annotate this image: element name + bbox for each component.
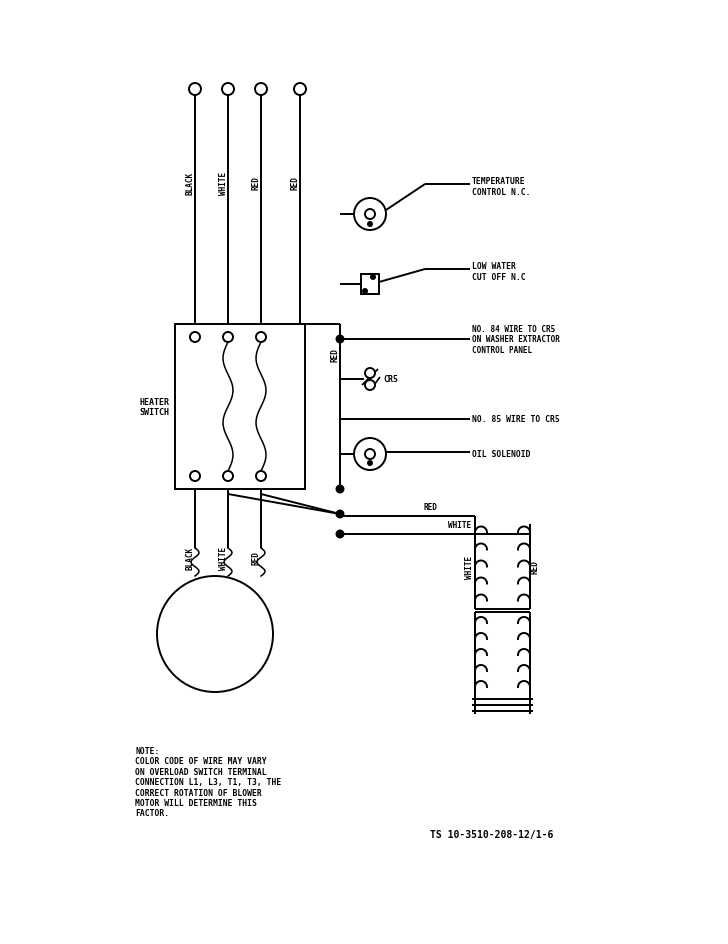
Text: L1: L1	[182, 332, 191, 341]
Circle shape	[190, 332, 200, 343]
Circle shape	[294, 84, 306, 96]
Text: T2: T2	[215, 471, 224, 480]
Circle shape	[256, 332, 266, 343]
Circle shape	[354, 199, 386, 230]
Text: BLACK: BLACK	[186, 546, 194, 569]
Circle shape	[365, 449, 375, 460]
Text: T1: T1	[182, 471, 191, 480]
Text: RED: RED	[331, 347, 339, 362]
Circle shape	[368, 223, 372, 227]
Circle shape	[363, 290, 367, 294]
Text: WHITE: WHITE	[218, 171, 228, 194]
Text: RED: RED	[531, 560, 539, 574]
Circle shape	[354, 439, 386, 470]
Circle shape	[190, 471, 200, 481]
Text: BLACK: BLACK	[186, 171, 194, 194]
Circle shape	[371, 276, 375, 279]
Circle shape	[223, 332, 233, 343]
Circle shape	[157, 577, 273, 692]
Circle shape	[255, 84, 267, 96]
Circle shape	[365, 368, 375, 379]
Text: T3: T3	[248, 471, 257, 480]
Circle shape	[336, 531, 344, 538]
Text: HEATER
SWITCH: HEATER SWITCH	[139, 397, 169, 416]
Text: NO. 84 WIRE TO CR5
ON WASHER EXTRACTOR
CONTROL PANEL: NO. 84 WIRE TO CR5 ON WASHER EXTRACTOR C…	[472, 325, 560, 355]
Circle shape	[365, 210, 375, 220]
Circle shape	[223, 471, 233, 481]
Text: L3: L3	[248, 332, 257, 341]
Circle shape	[365, 380, 375, 391]
Text: TS 10-3510-208-12/1-6: TS 10-3510-208-12/1-6	[430, 829, 553, 839]
Text: CR5: CR5	[383, 375, 398, 384]
Bar	[361, 275, 379, 295]
Bar	[175, 325, 305, 490]
Text: OIL SOLENOID: OIL SOLENOID	[472, 450, 531, 459]
Text: WHITE: WHITE	[465, 555, 475, 579]
Text: TEMPERATURE
CONTROL N.C.: TEMPERATURE CONTROL N.C.	[472, 177, 531, 196]
Circle shape	[256, 471, 266, 481]
Text: L2: L2	[215, 332, 224, 341]
Text: NO. 85 WIRE TO CR5: NO. 85 WIRE TO CR5	[472, 415, 560, 424]
Circle shape	[222, 84, 234, 96]
Text: BLOWER: BLOWER	[200, 622, 230, 631]
Text: NOTE:
COLOR CODE OF WIRE MAY VARY
ON OVERLOAD SWITCH TERMINAL
CONNECTION L1, L3,: NOTE: COLOR CODE OF WIRE MAY VARY ON OVE…	[135, 746, 281, 818]
Text: RED: RED	[290, 176, 299, 190]
Text: WHITE: WHITE	[218, 546, 228, 569]
Circle shape	[189, 84, 201, 96]
Circle shape	[368, 462, 372, 465]
Circle shape	[336, 511, 344, 518]
Text: WHITE: WHITE	[448, 520, 472, 530]
Text: RED: RED	[423, 502, 437, 512]
Text: RED: RED	[251, 176, 261, 190]
Text: RED: RED	[251, 550, 261, 565]
Text: LOW WATER
CUT OFF N.C: LOW WATER CUT OFF N.C	[472, 262, 526, 281]
Text: MOTOR: MOTOR	[202, 638, 228, 647]
Circle shape	[336, 336, 344, 343]
Circle shape	[336, 486, 344, 493]
